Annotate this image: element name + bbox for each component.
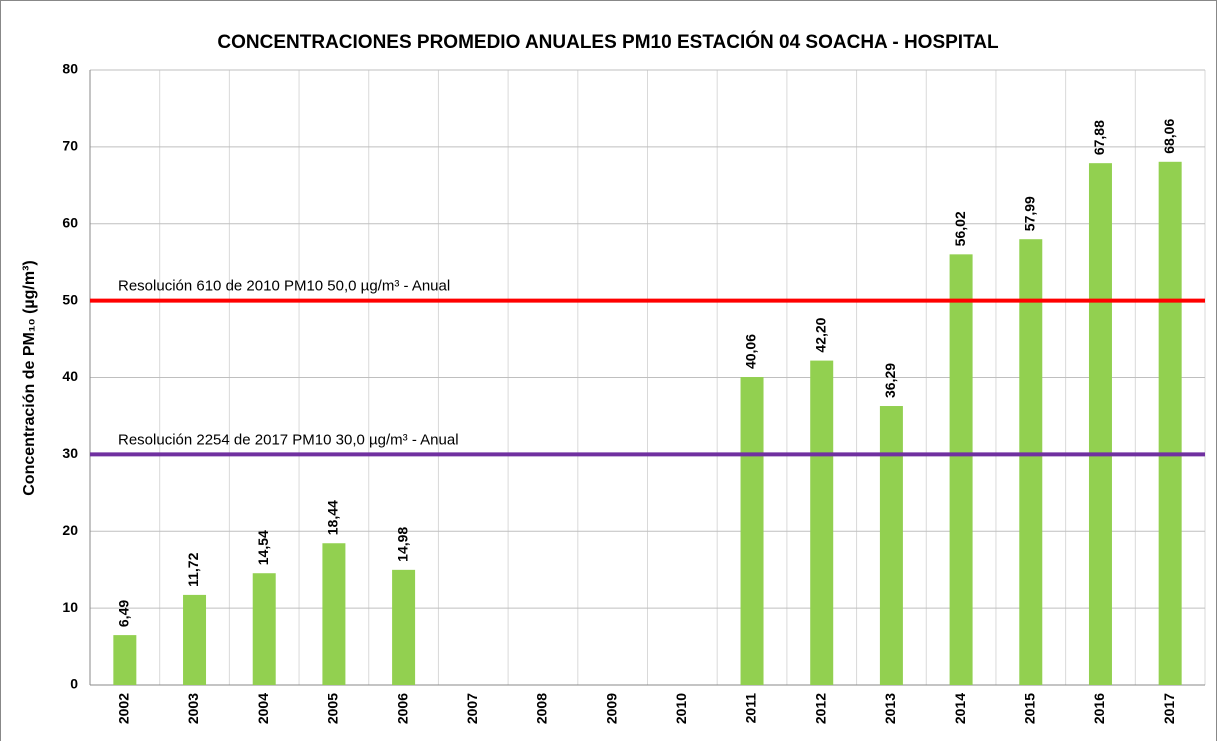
x-tick-label: 2003 [185,693,201,724]
x-tick-label: 2002 [116,693,132,724]
value-label: 42,20 [812,317,828,352]
x-tick-label: 2012 [812,693,828,724]
bar [392,569,416,685]
x-tick-label: 2006 [394,693,410,724]
value-label: 57,99 [1021,196,1037,231]
y-axis-label: Concentración de PM₁₀ (µg/m³) [21,260,38,496]
x-tick-label: 2004 [255,693,271,724]
bar [810,360,834,685]
value-label: 68,06 [1161,119,1177,154]
value-label: 36,29 [882,363,898,398]
y-tick-label: 40 [62,368,78,384]
chart-title: CONCENTRACIONES PROMEDIO ANUALES PM10 ES… [217,31,999,53]
value-label: 14,98 [394,527,410,562]
value-label: 56,02 [952,211,968,246]
x-tick-label: 2011 [743,693,759,724]
value-label: 40,06 [743,334,759,369]
reference-label: Resolución 610 de 2010 PM10 50,0 µg/m³ -… [118,278,450,295]
reference-label: Resolución 2254 de 2017 PM10 30,0 µg/m³ … [118,431,459,448]
bar [1088,163,1112,686]
bar [740,377,764,685]
y-tick-label: 80 [62,61,78,77]
bar [183,594,207,685]
x-tick-label: 2005 [325,693,341,724]
x-tick-label: 2015 [1021,693,1037,724]
bar [322,543,346,685]
bar [252,573,276,685]
bar [1158,161,1182,685]
y-tick-label: 30 [62,445,78,461]
x-tick-label: 2007 [464,693,480,724]
y-tick-label: 0 [70,676,78,692]
x-tick-label: 2009 [603,693,619,724]
y-tick-label: 20 [62,522,78,538]
x-tick-label: 2016 [1091,693,1107,724]
bar [879,406,903,685]
value-label: 14,54 [255,530,271,565]
bar [113,635,137,685]
value-label: 6,49 [116,600,132,627]
value-label: 18,44 [325,500,341,535]
x-tick-label: 2008 [534,693,550,724]
value-label: 67,88 [1091,120,1107,155]
y-tick-label: 50 [62,291,78,307]
x-tick-label: 2010 [673,693,689,724]
y-tick-label: 70 [62,138,78,154]
bar [1019,239,1043,685]
y-tick-label: 60 [62,214,78,230]
value-label: 11,72 [185,552,201,586]
y-tick-label: 10 [62,599,78,615]
bar [949,254,973,685]
x-tick-label: 2013 [882,693,898,724]
x-tick-label: 2017 [1161,693,1177,724]
x-tick-label: 2014 [952,693,968,724]
